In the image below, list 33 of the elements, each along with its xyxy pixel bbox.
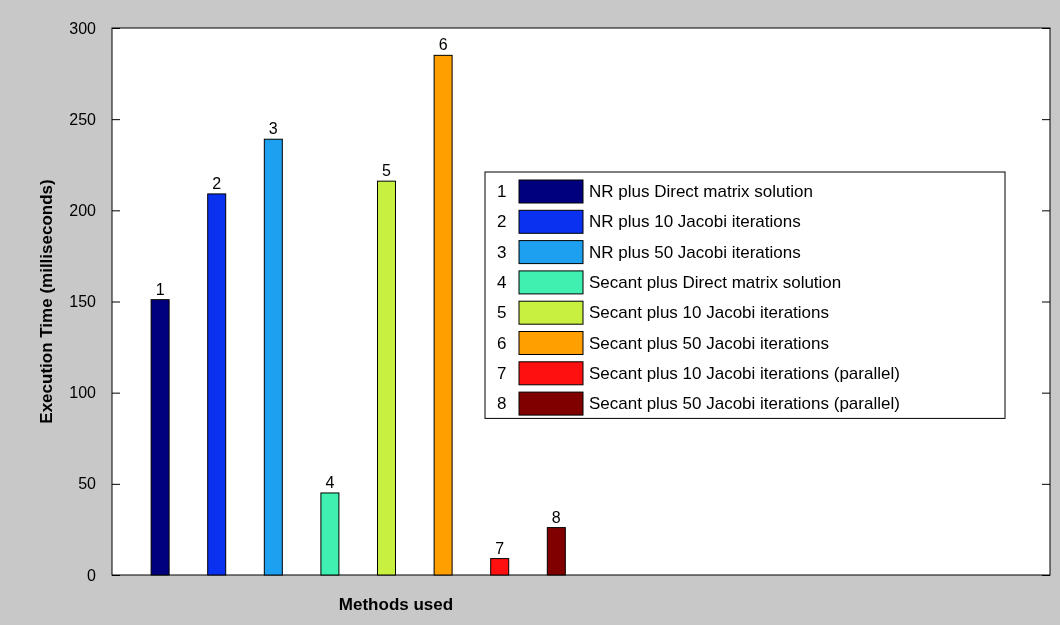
text: 4 (497, 272, 507, 292)
x-axis-title: Methods used (338, 595, 454, 614)
y-tick-label: 300 (69, 19, 97, 37)
annotation: 1 (155, 280, 165, 298)
y-tick-label: 150 (69, 293, 97, 311)
text: 3 (497, 242, 507, 262)
y-axis-title: Execution Time (milliseconds) (37, 179, 56, 424)
annotation: 7 (495, 539, 505, 557)
legend-label: NR plus 10 Jacobi iterations (589, 212, 801, 232)
text: 1 (497, 182, 507, 201)
y-tick-label: 250 (69, 110, 97, 128)
annotation: 3 (268, 120, 278, 138)
legend-label: NR plus Direct matrix solution (589, 182, 813, 201)
legend-label: Secant plus 50 Jacobi iterations (parallel) (589, 394, 900, 414)
text: 5 (497, 303, 507, 323)
legend-label: Secant plus Direct matrix solution (589, 272, 842, 292)
y-tick-label: 200 (69, 201, 97, 219)
legend-label: Secant plus 10 Jacobi iterations (parallel) (589, 363, 900, 383)
legend-label: Secant plus 10 Jacobi iterations (589, 303, 830, 323)
annotation: 5 (382, 162, 392, 180)
text: 8 (497, 394, 507, 414)
text: 6 (497, 333, 507, 353)
y-tick-label: 50 (78, 475, 97, 493)
text: 2 (497, 212, 507, 232)
annotation: 2 (212, 174, 222, 192)
legend-label: Secant plus 50 Jacobi iterations (589, 333, 830, 353)
annotation: 8 (551, 508, 561, 526)
annotation: 4 (325, 473, 335, 491)
y-tick-label: 100 (69, 384, 97, 402)
annotation: 6 (438, 36, 448, 54)
legend-label: NR plus 50 Jacobi iterations (589, 242, 801, 262)
text: 7 (497, 363, 507, 383)
y-tick-label: 0 (87, 566, 97, 584)
